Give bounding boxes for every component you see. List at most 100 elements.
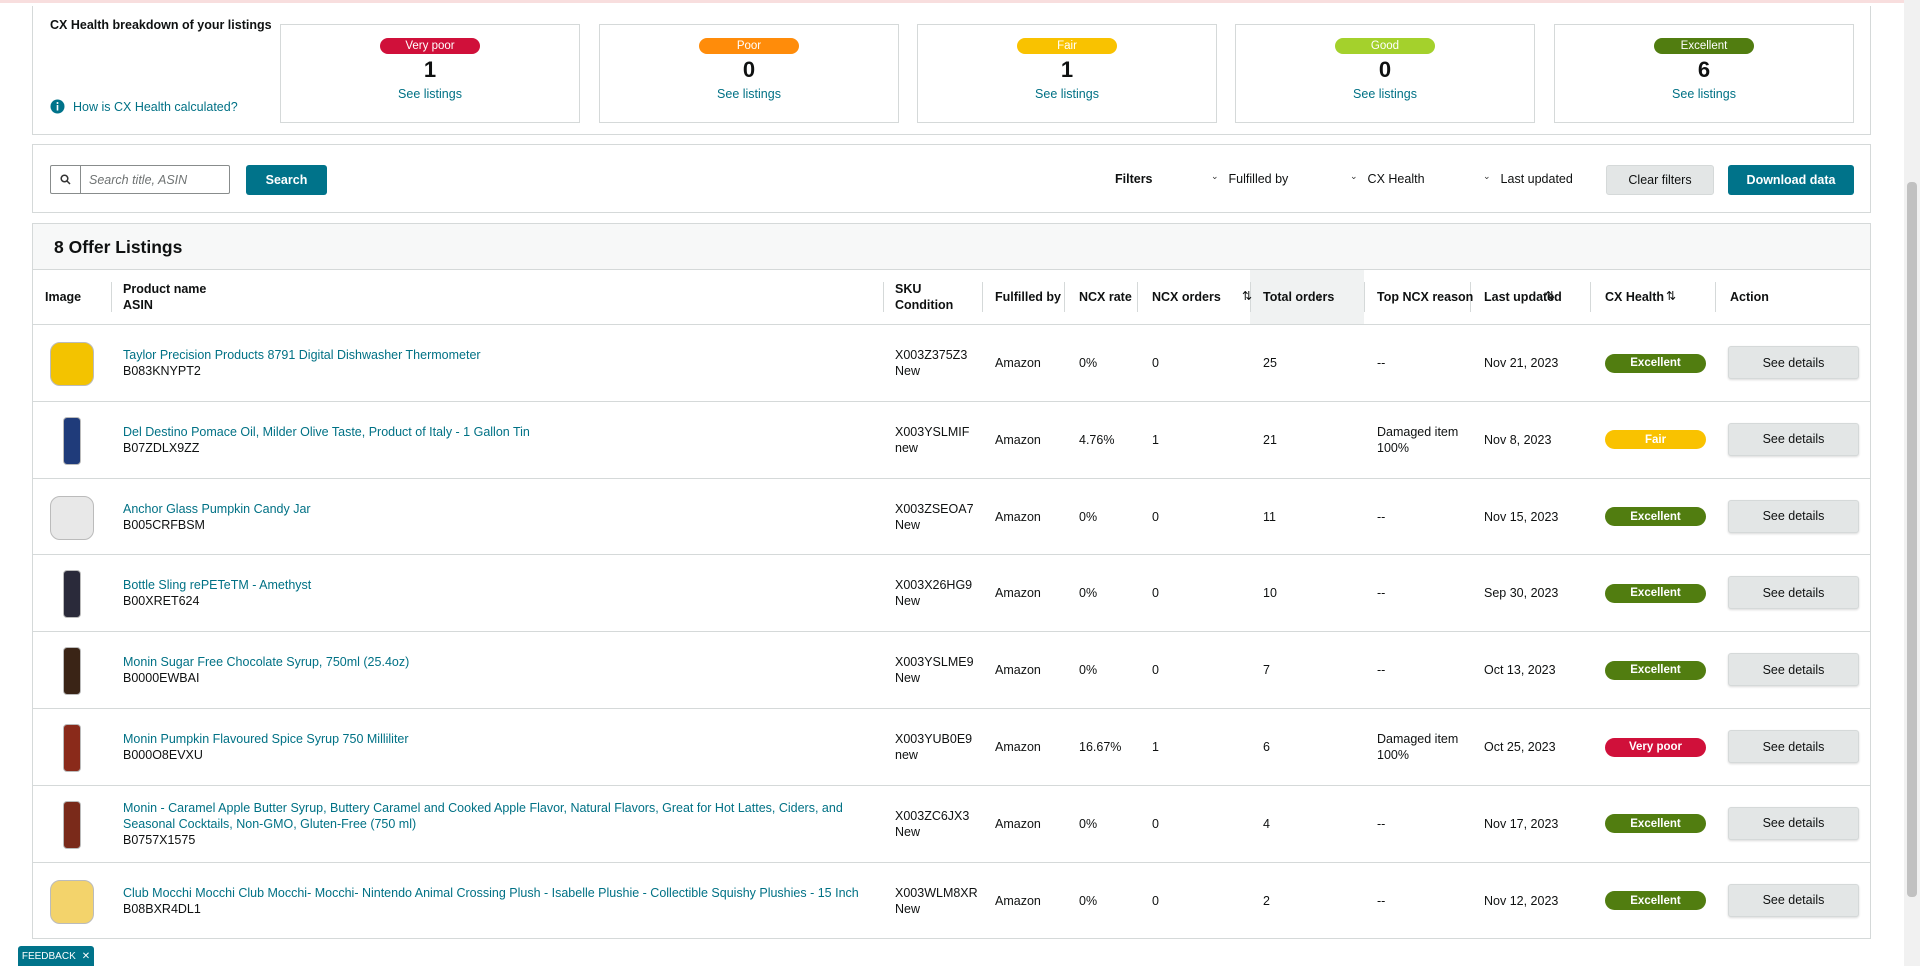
condition: New	[895, 901, 921, 916]
column-header: SKU Condition	[895, 270, 953, 324]
total-orders-cell: 25	[1263, 325, 1277, 401]
column-separator	[883, 282, 884, 312]
product-name-link[interactable]: Monin Sugar Free Chocolate Syrup, 750ml …	[123, 655, 410, 670]
listings-title: 8 Offer Listings	[54, 237, 183, 257]
top-ncx-reason-cell: --	[1377, 325, 1385, 401]
sku-cell: X003YSLME9 New	[895, 632, 974, 708]
cx-health-cell: Very poor	[1605, 709, 1706, 785]
last-updated: Sep 30, 2023	[1484, 586, 1559, 601]
product-name-link[interactable]: Anchor Glass Pumpkin Candy Jar	[123, 501, 311, 516]
condition: new	[895, 748, 918, 762]
product-image-shape	[50, 342, 94, 386]
sku: X003YSLME9	[895, 655, 974, 670]
fulfilled-by: Amazon	[995, 816, 1041, 831]
top-ncx-reason: --	[1377, 663, 1386, 678]
product-image	[47, 569, 97, 619]
column-separator	[1470, 282, 1471, 312]
scrollbar-thumb[interactable]	[1907, 182, 1917, 897]
clear-filters-button[interactable]: Clear filters	[1606, 165, 1714, 195]
filter-dropdown[interactable]: ⌄ CX Health	[1350, 171, 1425, 187]
filter-dropdown[interactable]: ⌄ Last updated	[1483, 171, 1573, 187]
condition: New	[895, 364, 921, 378]
see-details-button[interactable]: See details	[1728, 422, 1859, 456]
health-count: 0	[742, 57, 756, 82]
health-count: 0	[1378, 57, 1392, 82]
see-details-button[interactable]: See details	[1728, 883, 1859, 917]
search-box[interactable]: Search title, ASIN	[50, 165, 230, 194]
see-listings-link[interactable]: See listings	[398, 87, 462, 101]
ncx-rate: 0%	[1079, 893, 1098, 908]
product-name-link[interactable]: Del Destino Pomace Oil, Milder Olive Tas…	[123, 424, 530, 439]
feedback-close[interactable]: ✕	[81, 950, 91, 962]
product-cell: Taylor Precision Products 8791 Digital D…	[123, 325, 883, 401]
help-link[interactable]: How is CX Health calculated?	[50, 99, 238, 114]
see-details-button[interactable]: See details	[1728, 806, 1859, 840]
search-button[interactable]: Search	[246, 165, 327, 195]
see-details-button[interactable]: See details	[1728, 576, 1859, 610]
feedback-tab[interactable]: FEEDBACK ✕	[18, 946, 94, 966]
health-card: Fair 1 See listings	[917, 24, 1217, 123]
sort-icon[interactable]: ↓	[1317, 289, 1323, 303]
column-header: NCX rate	[1079, 270, 1132, 324]
cx-health-badge: Excellent	[1605, 891, 1706, 911]
column-separator	[1364, 282, 1365, 312]
top-ncx-reason: --	[1377, 586, 1386, 601]
top-ncx-reason-cell: --	[1377, 863, 1385, 939]
product-name-link[interactable]: Monin Pumpkin Flavoured Spice Syrup 750 …	[123, 732, 409, 746]
cx-health-badge: Excellent	[1605, 507, 1706, 527]
product-image	[47, 646, 97, 696]
sku-cell: X003YUB0E9 new	[895, 709, 972, 785]
product-image	[47, 493, 97, 543]
total-orders: 2	[1263, 893, 1270, 908]
filter-label: Last updated	[1500, 172, 1573, 186]
product-cell: Monin - Caramel Apple Butter Syrup, Butt…	[123, 786, 883, 862]
see-details-button[interactable]: See details	[1728, 499, 1859, 533]
help-text: How is CX Health calculated?	[73, 99, 238, 114]
product-name-link[interactable]: Monin - Caramel Apple Butter Syrup, Butt…	[123, 800, 843, 831]
health-card: Good 0 See listings	[1235, 24, 1535, 123]
column-separator	[1137, 282, 1138, 312]
ncx-rate: 0%	[1079, 356, 1098, 370]
product-name-link[interactable]: Club Mocchi Mocchi Club Mocchi- Mocchi- …	[123, 885, 859, 900]
see-details-button[interactable]: See details	[1728, 653, 1859, 687]
see-details-button[interactable]: See details	[1728, 730, 1859, 763]
column-header-text: Image	[45, 290, 82, 304]
sku: X003Z375Z3	[895, 348, 968, 362]
see-details-button[interactable]: See details	[1728, 346, 1859, 379]
ncx-rate-cell: 0%	[1079, 786, 1097, 862]
product-name-link[interactable]: Bottle Sling rePETeTM - Amethyst	[123, 578, 312, 593]
column-separator	[1250, 282, 1251, 312]
cx-health-badge: Excellent	[1605, 583, 1706, 603]
see-listings-link[interactable]: See listings	[1035, 87, 1099, 101]
sort-icon[interactable]: ⇅	[1666, 289, 1677, 303]
download-button[interactable]: Download data	[1728, 165, 1854, 195]
sku-cell: X003WLM8XR New	[895, 863, 978, 939]
listing-row: Monin - Caramel Apple Butter Syrup, Butt…	[33, 784, 1870, 862]
health-pill: Fair	[1017, 38, 1117, 54]
product-name-link[interactable]: Taylor Precision Products 8791 Digital D…	[123, 348, 481, 362]
search-icon	[51, 166, 81, 193]
column-header: Product name ASIN	[123, 270, 206, 324]
fulfilled-by: Amazon	[995, 356, 1041, 370]
scrollbar	[1904, 0, 1920, 966]
column-separator	[1715, 282, 1716, 312]
total-orders-cell: 10	[1263, 555, 1277, 631]
see-listings-link[interactable]: See listings	[1672, 87, 1736, 101]
ncx-orders-cell: 0	[1152, 863, 1159, 939]
ncx-orders: 0	[1152, 509, 1159, 524]
listing-row: Monin Pumpkin Flavoured Spice Syrup 750 …	[33, 708, 1870, 785]
last-updated-cell: Nov 21, 2023	[1484, 325, 1558, 401]
product-image	[47, 877, 97, 927]
filter-dropdown[interactable]: ⌄ Fulfilled by	[1211, 171, 1288, 187]
fulfilled-by-cell: Amazon	[995, 325, 1041, 401]
asin: B08BXR4DL1	[123, 901, 201, 916]
see-listings-link[interactable]: See listings	[717, 87, 781, 101]
sort-icon[interactable]: ⇅	[1242, 289, 1253, 303]
cx-health-cell: Excellent	[1605, 632, 1706, 708]
see-listings-link[interactable]: See listings	[1353, 87, 1417, 101]
listing-row: Monin Sugar Free Chocolate Syrup, 750ml …	[33, 631, 1870, 708]
sort-icon[interactable]: ⇅	[1545, 289, 1556, 303]
fulfilled-by: Amazon	[995, 586, 1041, 601]
cx-health-badge: Fair	[1605, 430, 1706, 450]
